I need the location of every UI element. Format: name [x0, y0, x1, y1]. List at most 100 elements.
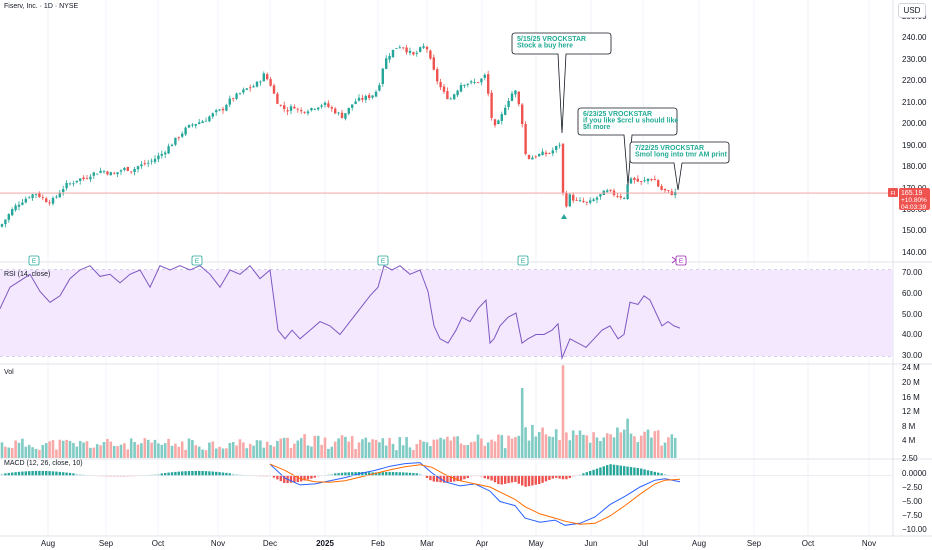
- macd-hist-bar: [215, 471, 218, 476]
- candle-body: [62, 189, 65, 193]
- macd-hist-bar: [174, 471, 177, 476]
- volume-bar: [238, 439, 242, 458]
- volume-tick-label: 20 M: [902, 378, 920, 387]
- volume-bar: [531, 424, 534, 458]
- macd-hist-bar: [466, 475, 469, 479]
- candle-body: [198, 122, 201, 124]
- volume-bar: [140, 443, 143, 458]
- volume-bar: [469, 442, 473, 458]
- volume-bar: [211, 441, 215, 458]
- macd-hist-bar: [405, 472, 408, 476]
- macd-hist-bar: [0, 473, 4, 476]
- volume-bar: [7, 447, 11, 458]
- volume-bar: [629, 433, 633, 458]
- volume-bar: [136, 444, 140, 458]
- candle-body: [72, 183, 75, 185]
- candle-body: [548, 153, 551, 154]
- macd-hist-bar: [187, 471, 191, 476]
- volume-bar: [95, 444, 99, 458]
- macd-hist-bar: [402, 472, 405, 476]
- macd-hist-bar: [160, 473, 163, 476]
- macd-hist-bar: [235, 474, 238, 476]
- price-tick-label: 200.00: [902, 119, 927, 128]
- macd-hist-bar: [191, 470, 194, 476]
- candle-body: [483, 74, 486, 78]
- candle-body: [473, 82, 476, 83]
- volume-bar: [575, 435, 578, 458]
- volume-bar: [667, 437, 670, 458]
- volume-bar: [639, 435, 643, 458]
- annotation-text-1-2: Stock a buy here: [517, 43, 573, 50]
- currency-button[interactable]: USD: [898, 3, 926, 18]
- volume-bars: [0, 365, 677, 458]
- macd-hist-bar: [266, 475, 269, 477]
- volume-bar: [133, 442, 136, 458]
- candle-body: [398, 47, 401, 49]
- volume-bar: [456, 436, 459, 458]
- candle-body: [242, 89, 245, 93]
- annotation-text-1-1: 5/15/25 VROCKSTAR: [517, 36, 586, 43]
- annotation-callout-3: [629, 141, 730, 191]
- volume-bar: [255, 440, 259, 458]
- macd-hist-bar: [17, 471, 21, 476]
- macd-hist-bar: [663, 474, 667, 476]
- volume-bar: [78, 440, 82, 458]
- volume-tick-label: 12 M: [902, 407, 920, 416]
- volume-bar: [401, 445, 405, 458]
- candle-body: [17, 204, 21, 207]
- volume-bar: [231, 441, 235, 458]
- time-tick-label-May: May: [528, 539, 543, 548]
- volume-bar: [588, 442, 592, 458]
- macd-hist-bar: [310, 475, 313, 479]
- candle-body: [504, 107, 507, 115]
- volume-bar: [660, 445, 663, 458]
- price-tick-label: 150.00: [902, 226, 927, 235]
- earnings-marker-icon: [191, 255, 203, 266]
- volume-bar: [89, 447, 92, 458]
- volume-bar: [449, 440, 453, 458]
- volume-bar: [296, 440, 300, 458]
- macd-hist-bar: [657, 472, 660, 476]
- candle-body: [232, 98, 235, 100]
- candle-body: [279, 104, 282, 106]
- macd-hist-bar: [4, 473, 7, 476]
- candle-body: [235, 93, 238, 99]
- volume-bar: [34, 448, 38, 458]
- volume-bar: [459, 443, 463, 458]
- last-price-change: +10.80%: [901, 197, 927, 204]
- candle-body: [490, 92, 493, 118]
- macd-histogram: [0, 464, 677, 487]
- volume-bar: [473, 441, 476, 458]
- volume-bar: [592, 432, 595, 458]
- volume-bar: [595, 437, 599, 458]
- volume-bar: [191, 439, 194, 458]
- macd-hist-bar: [7, 472, 10, 476]
- candle-body: [150, 160, 153, 162]
- macd-hist-bar: [524, 475, 527, 487]
- candle-body: [354, 101, 357, 104]
- macd-hist-bar: [238, 474, 242, 476]
- volume-bar: [228, 442, 232, 458]
- macd-tick-label: 0.0000: [902, 469, 927, 478]
- volume-bar: [619, 432, 623, 458]
- candle-body: [657, 180, 660, 187]
- time-tick-label-Sep: Sep: [99, 539, 114, 548]
- macd-hist-bar: [612, 464, 616, 476]
- candle-body: [558, 144, 561, 146]
- macd-hist-bar: [327, 474, 330, 476]
- volume-bar: [262, 447, 266, 458]
- candle-body: [388, 55, 391, 60]
- macd-hist-bar: [126, 475, 129, 477]
- annotation-text-2-1: 6/23/25 VROCKSTAR: [583, 111, 652, 118]
- volume-bar: [68, 440, 72, 458]
- volume-bar: [289, 447, 293, 458]
- candle-body: [133, 168, 136, 172]
- volume-bar: [72, 442, 75, 458]
- volume-bar: [344, 436, 347, 458]
- macd-hist-bar: [194, 470, 197, 476]
- macd-hist-bar: [198, 470, 201, 476]
- candle-body: [531, 157, 534, 160]
